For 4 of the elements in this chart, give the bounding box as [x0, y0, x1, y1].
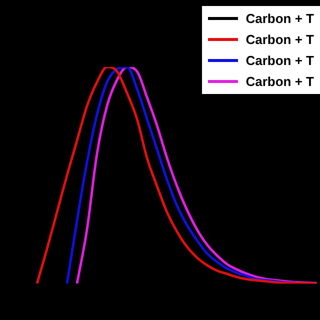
legend-label: Carbon + T — [246, 53, 314, 68]
legend-label: Carbon + T — [246, 74, 314, 89]
legend-label: Carbon + T — [246, 11, 314, 26]
legend-label: Carbon + T — [246, 32, 314, 47]
